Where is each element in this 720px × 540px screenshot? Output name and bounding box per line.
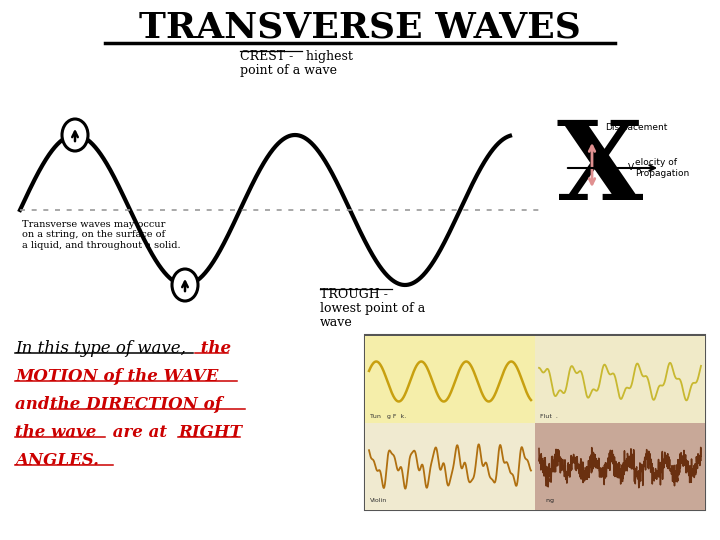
Bar bbox=[365, 423, 535, 510]
Text: elocity of
Propagation: elocity of Propagation bbox=[635, 158, 689, 178]
Text: Violin: Violin bbox=[370, 498, 387, 503]
Text: the: the bbox=[195, 340, 231, 357]
Text: ANGLES.: ANGLES. bbox=[15, 452, 99, 469]
Text: the DIRECTION of: the DIRECTION of bbox=[50, 396, 222, 413]
Text: ng: ng bbox=[540, 498, 554, 503]
Bar bbox=[535, 336, 705, 423]
Text: the wave: the wave bbox=[15, 424, 96, 441]
Text: V: V bbox=[628, 164, 634, 172]
Text: RIGHT: RIGHT bbox=[178, 424, 242, 441]
Text: TROUGH -: TROUGH - bbox=[320, 288, 388, 301]
Text: In this type of wave,: In this type of wave, bbox=[15, 340, 186, 357]
Bar bbox=[535, 423, 705, 510]
Text: Displacement: Displacement bbox=[605, 124, 667, 132]
Text: Tun   g F  k.: Tun g F k. bbox=[370, 414, 406, 419]
Text: CREST -: CREST - bbox=[240, 50, 297, 63]
Ellipse shape bbox=[172, 269, 198, 301]
Text: Flut  .: Flut . bbox=[540, 414, 558, 419]
Bar bbox=[365, 336, 535, 423]
Ellipse shape bbox=[62, 119, 88, 151]
Text: wave: wave bbox=[320, 316, 353, 329]
Text: TRANSVERSE WAVES: TRANSVERSE WAVES bbox=[139, 10, 581, 44]
Text: MOTION of the WAVE: MOTION of the WAVE bbox=[15, 368, 218, 385]
Text: highest: highest bbox=[302, 50, 353, 63]
Text: Transverse waves may occur
on a string, on the surface of
a liquid, and througho: Transverse waves may occur on a string, … bbox=[22, 220, 181, 250]
Text: are at: are at bbox=[107, 424, 173, 441]
Text: point of a wave: point of a wave bbox=[240, 64, 337, 77]
Text: X: X bbox=[557, 117, 643, 224]
Text: lowest point of a: lowest point of a bbox=[320, 302, 426, 315]
Text: and: and bbox=[15, 396, 55, 413]
Bar bbox=[365, 335, 705, 510]
